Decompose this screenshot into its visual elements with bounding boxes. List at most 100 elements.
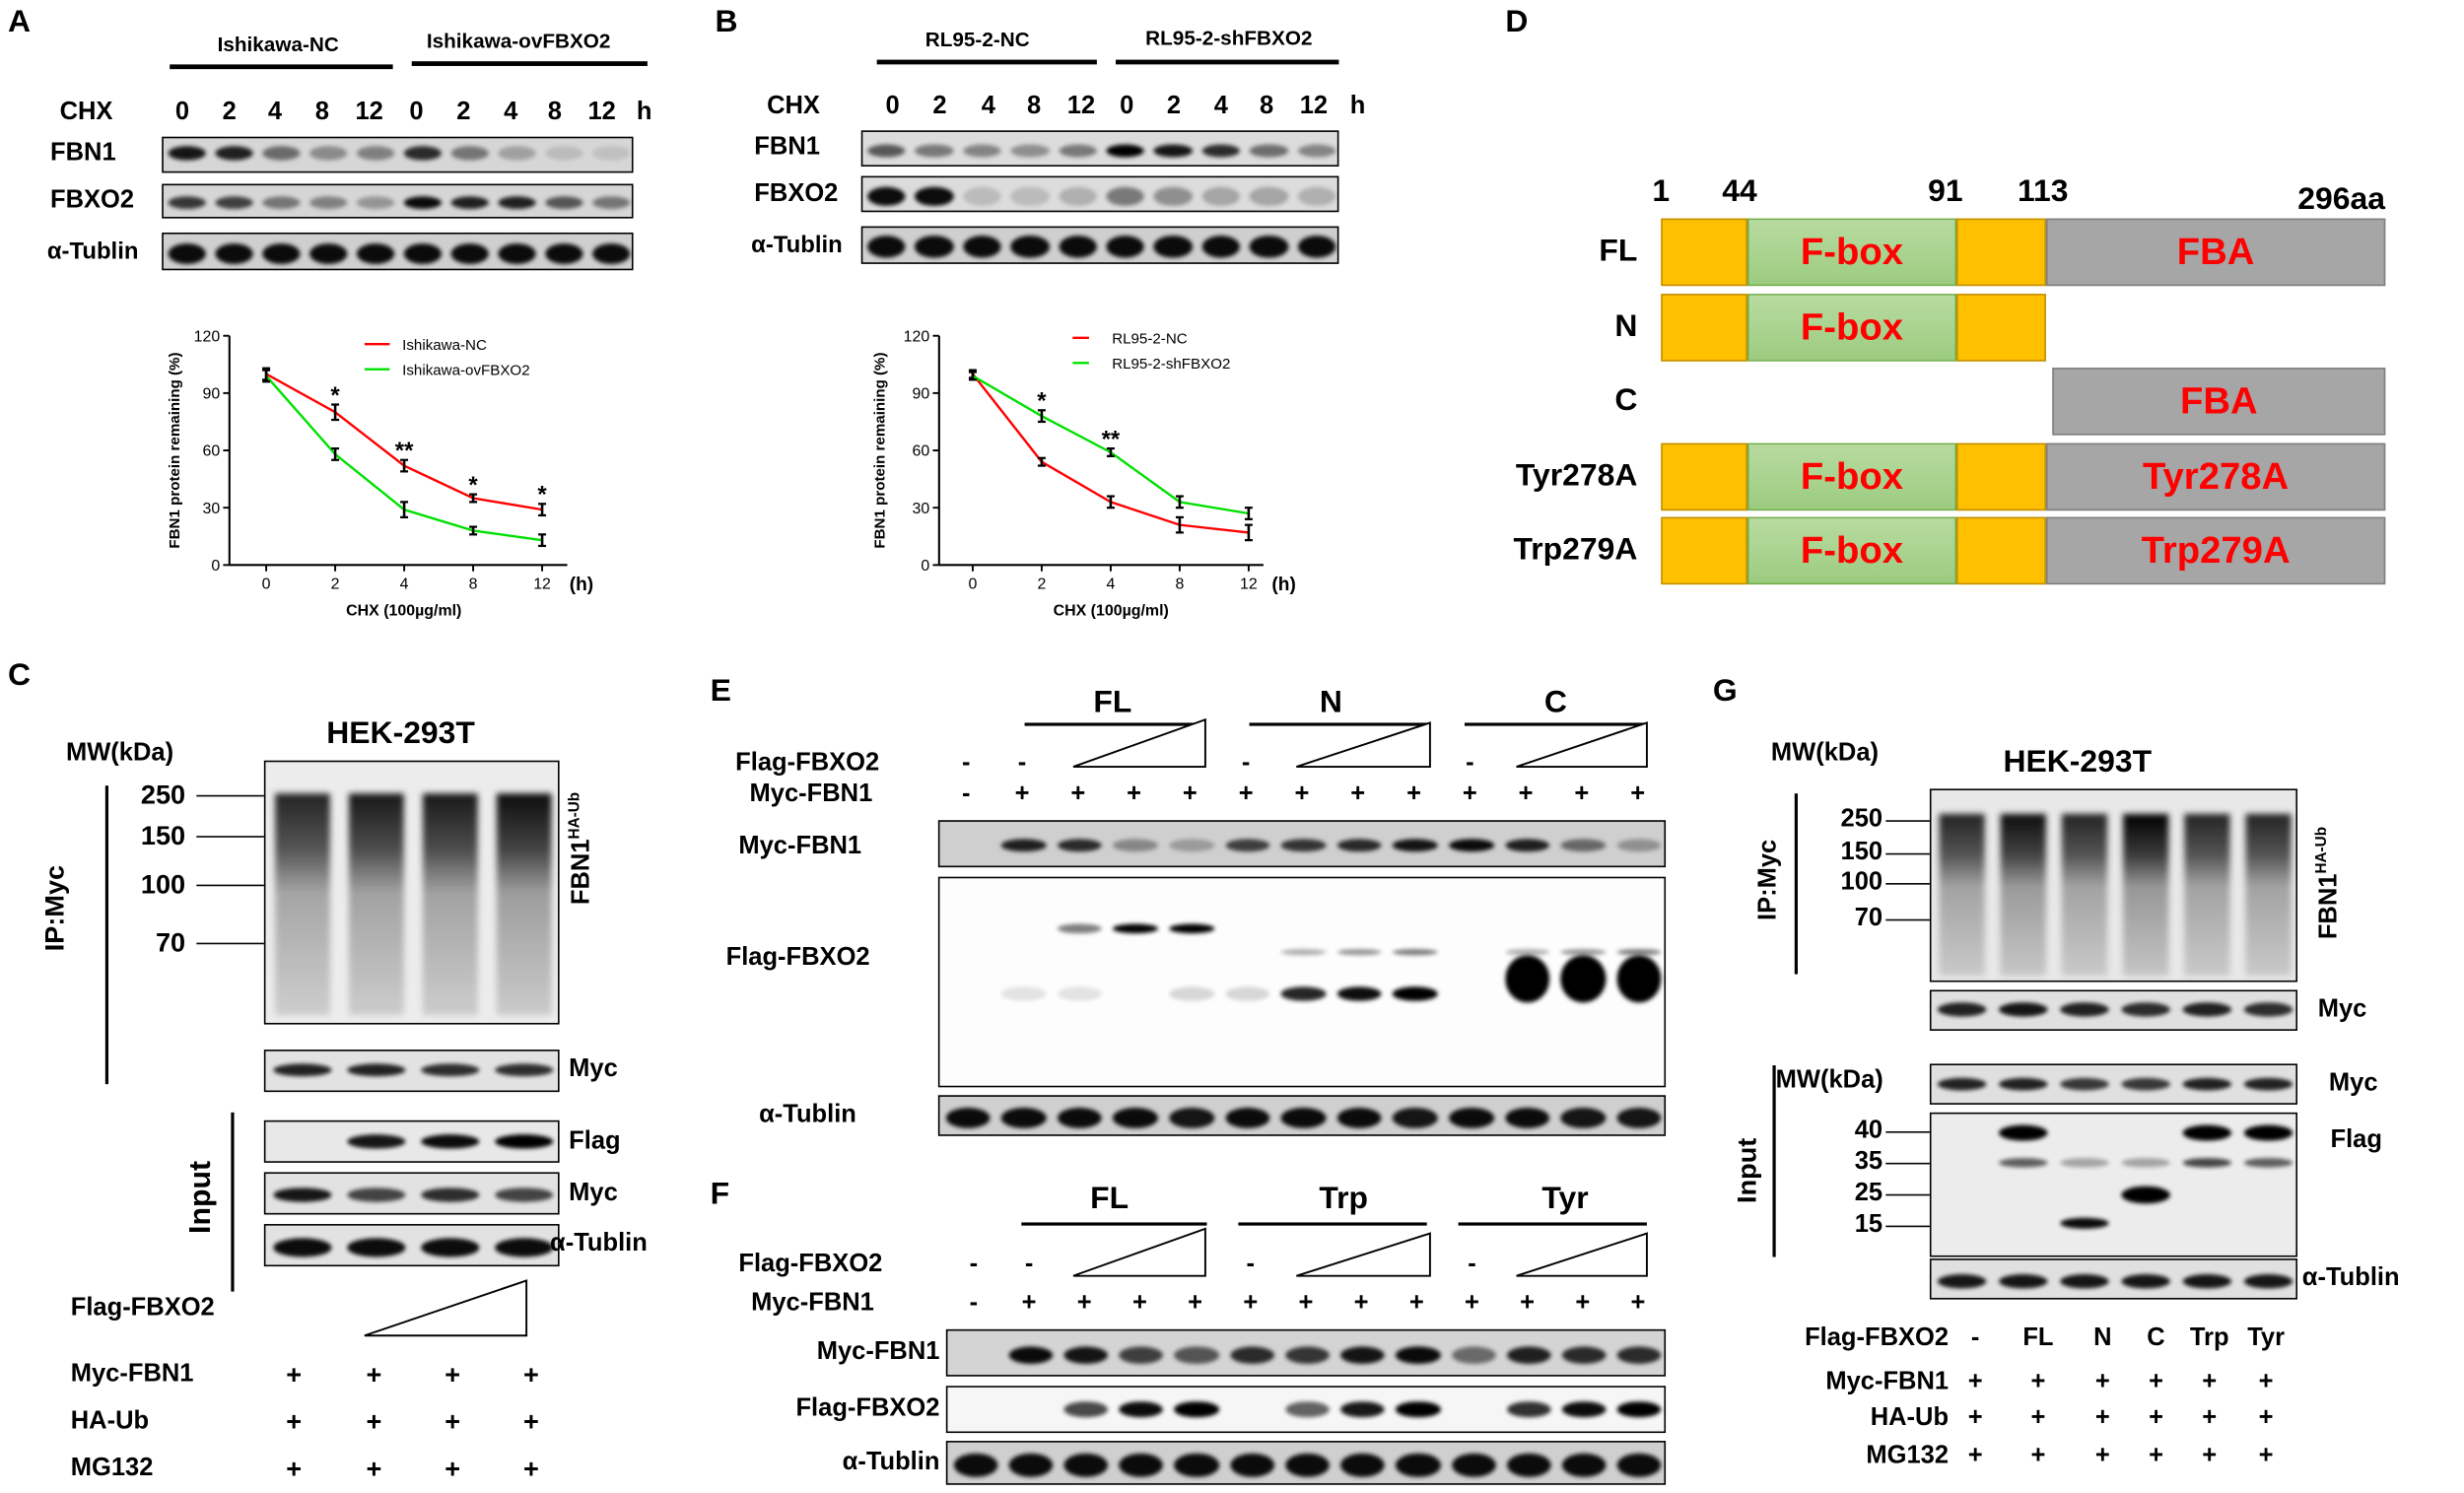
condition-value: + (1014, 780, 1030, 808)
blot-tublin (937, 1095, 1667, 1136)
mw-marker: 250 (140, 780, 186, 810)
protein-band (915, 143, 954, 157)
legend-label: RL95-2-NC (1112, 330, 1188, 347)
protein-band (272, 1188, 332, 1202)
condition-value: + (522, 1454, 539, 1484)
blot-ip-myc (263, 1050, 560, 1093)
protein-band (1000, 986, 1047, 1001)
protein-band (346, 1237, 406, 1256)
condition-label: Flag-FBXO2 (70, 1294, 215, 1322)
time-label: 0 (409, 99, 424, 126)
protein-band (1000, 1107, 1047, 1127)
y-tick-label: 90 (913, 385, 930, 402)
protein-band (356, 242, 395, 264)
protein-band (403, 242, 443, 264)
protein-band (2121, 1186, 2170, 1204)
blot-flag-fbxo2 (937, 876, 1667, 1088)
protein-band (168, 145, 206, 161)
mw-marker: 250 (1840, 805, 1883, 834)
construct-label: C (1614, 383, 1638, 419)
blot-label: Flag-FBXO2 (725, 944, 870, 972)
protein-band (494, 1133, 554, 1148)
condition-value: + (1070, 780, 1086, 808)
protein-band (1169, 923, 1214, 934)
domain-linker (1661, 442, 1747, 511)
group-label: FL (1090, 1181, 1129, 1217)
protein-band (1000, 839, 1047, 852)
protein-band (1506, 1400, 1551, 1417)
panel-letter-c: C (7, 658, 32, 694)
protein-band (1153, 143, 1193, 157)
aa-position-label: 113 (2017, 173, 2069, 210)
condition-value: - (1466, 749, 1474, 777)
group-bar (170, 64, 393, 70)
protein-band (1169, 839, 1214, 852)
protein-band (1560, 839, 1607, 852)
condition-value: + (286, 1406, 303, 1438)
domain-fba: FBA (2045, 218, 2386, 287)
time-label: 12 (1066, 93, 1096, 120)
condition-value: + (1967, 1404, 1983, 1432)
blot-myc-fbn1 (945, 1328, 1667, 1377)
ip-label: IP:Myc (1754, 839, 1783, 920)
blot-label: Myc-FBN1 (738, 833, 862, 860)
protein-band (1057, 986, 1103, 1001)
condition-value: + (1967, 1368, 1983, 1395)
protein-band (1336, 839, 1383, 852)
protein-band (1561, 1345, 1607, 1364)
protein-band (498, 196, 536, 210)
protein-band (867, 143, 906, 157)
mw-marker-line (1885, 1225, 1930, 1228)
domain-label: FBA (2176, 230, 2255, 273)
condition-label: Myc-FBN1 (751, 1290, 874, 1318)
mw-marker-line (1885, 918, 1930, 921)
condition-value: - (969, 1290, 979, 1318)
condition-value: + (445, 1406, 461, 1438)
blot-label: FBN1 (754, 133, 820, 161)
condition-value: FL (2022, 1324, 2054, 1352)
blot-ip-fbn1-ub (1929, 788, 2298, 983)
construct-label: N (1614, 309, 1638, 345)
domain-linker (1956, 218, 2046, 287)
condition-value: + (2094, 1442, 2110, 1469)
protein-band (1249, 185, 1288, 206)
condition-value: - (969, 1251, 979, 1278)
domain-label: F-box (1800, 305, 1904, 349)
ub-label-sup: HA-Ub (2313, 826, 2332, 874)
domain-fbox: F-box (1746, 218, 1957, 287)
blot-label: Myc-FBN1 (816, 1338, 940, 1366)
blot-fbn1 (162, 136, 634, 173)
panel-letter-a: A (7, 4, 32, 39)
protein-band (1063, 1345, 1109, 1364)
protein-band (498, 145, 536, 161)
group-bar (1238, 1222, 1427, 1225)
protein-band (420, 1063, 480, 1077)
blot-ip-fbn1-ub (263, 760, 560, 1025)
ub-label-base: FBN1 (2315, 873, 2343, 940)
mw-marker: 15 (1854, 1211, 1883, 1239)
group-bar (411, 61, 648, 66)
blot-flag (1929, 1112, 2298, 1257)
chx-label: CHX (767, 93, 820, 120)
protein-band (1393, 986, 1438, 1001)
time-label: 0 (1120, 93, 1134, 120)
time-label: 8 (1259, 93, 1274, 120)
protein-band (2121, 1273, 2170, 1288)
protein-band (356, 145, 395, 161)
mw-title: MW(kDa) (1770, 739, 1880, 768)
domain-linker (1661, 516, 1747, 585)
condition-value: + (2202, 1368, 2218, 1395)
protein-band (168, 242, 206, 264)
protein-band (215, 196, 253, 210)
x-tick-label: 8 (1175, 576, 1184, 592)
aa-position-label: 91 (1928, 173, 1963, 210)
blot-label: Flag (569, 1127, 621, 1155)
protein-band (1201, 143, 1241, 157)
condition-value: + (1462, 780, 1477, 808)
ubiquitin-smear (2061, 813, 2108, 977)
protein-band (915, 236, 954, 258)
protein-band (450, 145, 489, 161)
condition-value: + (2030, 1442, 2046, 1469)
group-bar (1024, 722, 1202, 725)
ub-fbn1-label: FBN1HA-Ub (567, 792, 595, 905)
